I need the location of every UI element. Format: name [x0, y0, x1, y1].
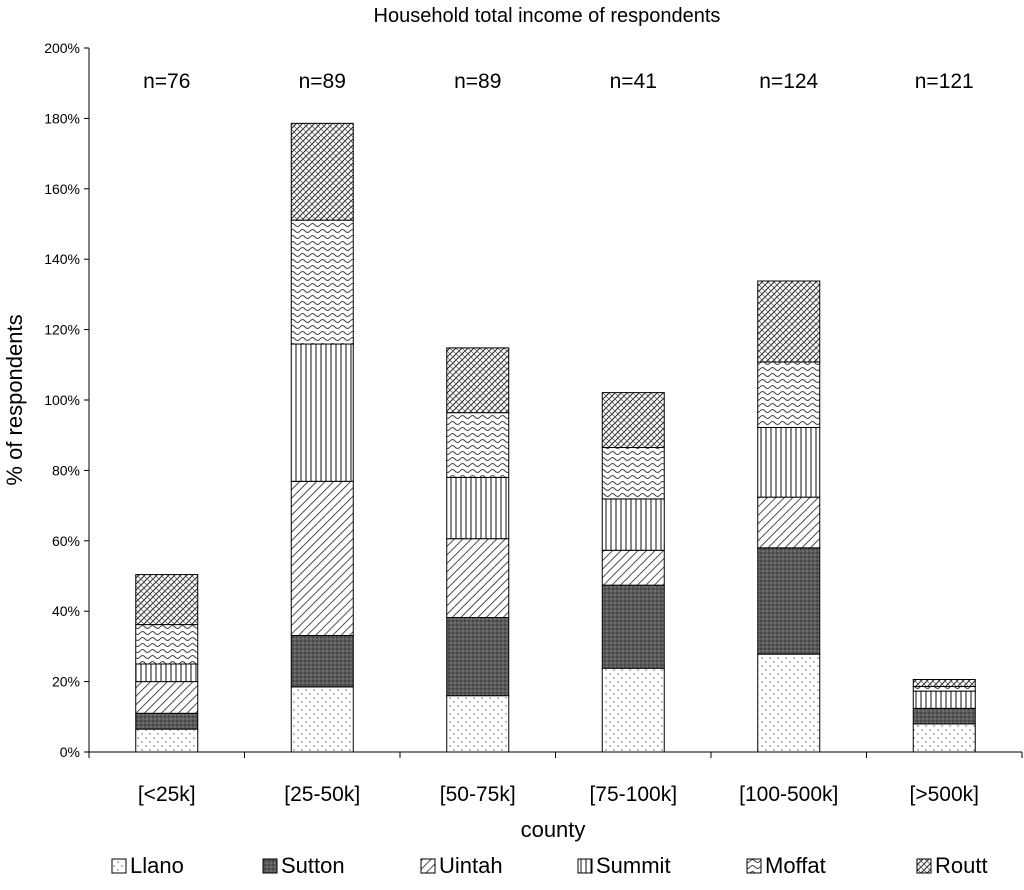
legend-swatch-sutton	[262, 858, 278, 874]
bar-segment-uintah	[135, 681, 199, 714]
x-tick-label: [75-100k]	[589, 783, 677, 806]
legend-label: Llano	[130, 853, 184, 878]
bar-segment-routt	[446, 347, 510, 414]
bar-segment-llano	[446, 695, 510, 753]
legend-label: Summit	[596, 853, 671, 878]
y-tick-label: 120%	[44, 322, 80, 338]
bar-segment-llano	[135, 728, 199, 753]
n-annotation: n=89	[299, 70, 346, 93]
y-tick-label: 40%	[52, 603, 80, 619]
y-tick-label: 140%	[44, 251, 80, 267]
legend-label: Moffat	[765, 853, 826, 878]
bar-segment-uintah	[446, 538, 510, 619]
bar-segment-llano	[290, 686, 354, 753]
y-axis: 0% 20% 40% 60% 80% 100% 120% 140% 160% 180% 200%	[44, 40, 90, 760]
bar-segment-routt	[912, 678, 976, 688]
bar-segment-sutton	[135, 712, 199, 730]
y-tick-label: 200%	[44, 40, 80, 56]
bar-segment-uintah	[757, 496, 821, 549]
bar-segment-uintah	[290, 480, 354, 636]
bar-segment-sutton	[912, 707, 976, 725]
bar-segment-moffat	[912, 686, 976, 692]
bar-segment-summit	[290, 343, 354, 482]
bar-segment-llano	[601, 667, 665, 753]
bars-group	[135, 122, 976, 753]
bar-segment-moffat	[757, 361, 821, 428]
x-axis-label: county	[521, 817, 586, 842]
bar-segment-sutton	[446, 617, 510, 697]
y-tick-label: 180%	[44, 110, 80, 126]
bar-segment-routt	[135, 574, 199, 626]
legend-swatch-moffat	[746, 858, 762, 874]
bar-segment-sutton	[290, 634, 354, 688]
bar-segment-moffat	[601, 447, 665, 500]
n-annotation: n=121	[915, 70, 974, 93]
legend-swatch-routt	[916, 858, 932, 874]
x-tick-label: [50-75k]	[440, 783, 516, 806]
n-annotations: n=76 n=89 n=89 n=41 n=124 n=121	[143, 70, 974, 93]
bar-segment-summit	[446, 476, 510, 540]
x-tick-label: [>500k]	[910, 783, 979, 806]
bar-segment-moffat	[446, 412, 510, 478]
bar-segment-moffat	[290, 219, 354, 345]
n-annotation: n=76	[143, 70, 190, 93]
bar-segment-summit	[135, 663, 199, 683]
legend-swatch-summit	[577, 858, 593, 874]
y-tick-label: 60%	[52, 533, 80, 549]
bar-segment-summit	[912, 690, 976, 709]
bar-segment-moffat	[135, 624, 199, 665]
legend-swatch-llano	[111, 858, 127, 874]
bar-segment-llano	[912, 723, 976, 753]
legend-label: Sutton	[281, 853, 345, 878]
bar-segment-routt	[290, 122, 354, 221]
bar-segment-llano	[757, 653, 821, 753]
x-axis: [<25k] [25-50k] [50-75k] [75-100k] [100-500k…	[88, 751, 1023, 806]
bar-segment-routt	[757, 280, 821, 363]
y-tick-label: 160%	[44, 181, 80, 197]
y-tick-label: 20%	[52, 674, 80, 690]
legend: Llano Sutton Uintah Summit Moffat Routt	[111, 853, 988, 878]
n-annotation: n=124	[759, 70, 818, 93]
x-tick-label: [<25k]	[138, 783, 196, 806]
n-annotation: n=89	[454, 70, 501, 93]
n-annotation: n=41	[610, 70, 657, 93]
legend-label: Routt	[935, 853, 988, 878]
y-axis-label: % of respondents	[2, 314, 27, 485]
bar-segment-sutton	[601, 584, 665, 669]
chart-title: Household total income of respondents	[374, 5, 721, 27]
y-tick-label: 100%	[44, 392, 80, 408]
legend-label: Uintah	[439, 853, 503, 878]
bar-segment-uintah	[601, 549, 665, 586]
bar-segment-summit	[757, 426, 821, 498]
y-tick-label: 80%	[52, 462, 80, 478]
legend-swatch-uintah	[420, 858, 436, 874]
x-tick-label: [100-500k]	[739, 783, 838, 806]
x-tick-label: [25-50k]	[284, 783, 360, 806]
bar-segment-summit	[601, 498, 665, 551]
bar-segment-routt	[601, 392, 665, 449]
y-tick-label: 0%	[60, 744, 80, 760]
bar-segment-sutton	[757, 547, 821, 655]
